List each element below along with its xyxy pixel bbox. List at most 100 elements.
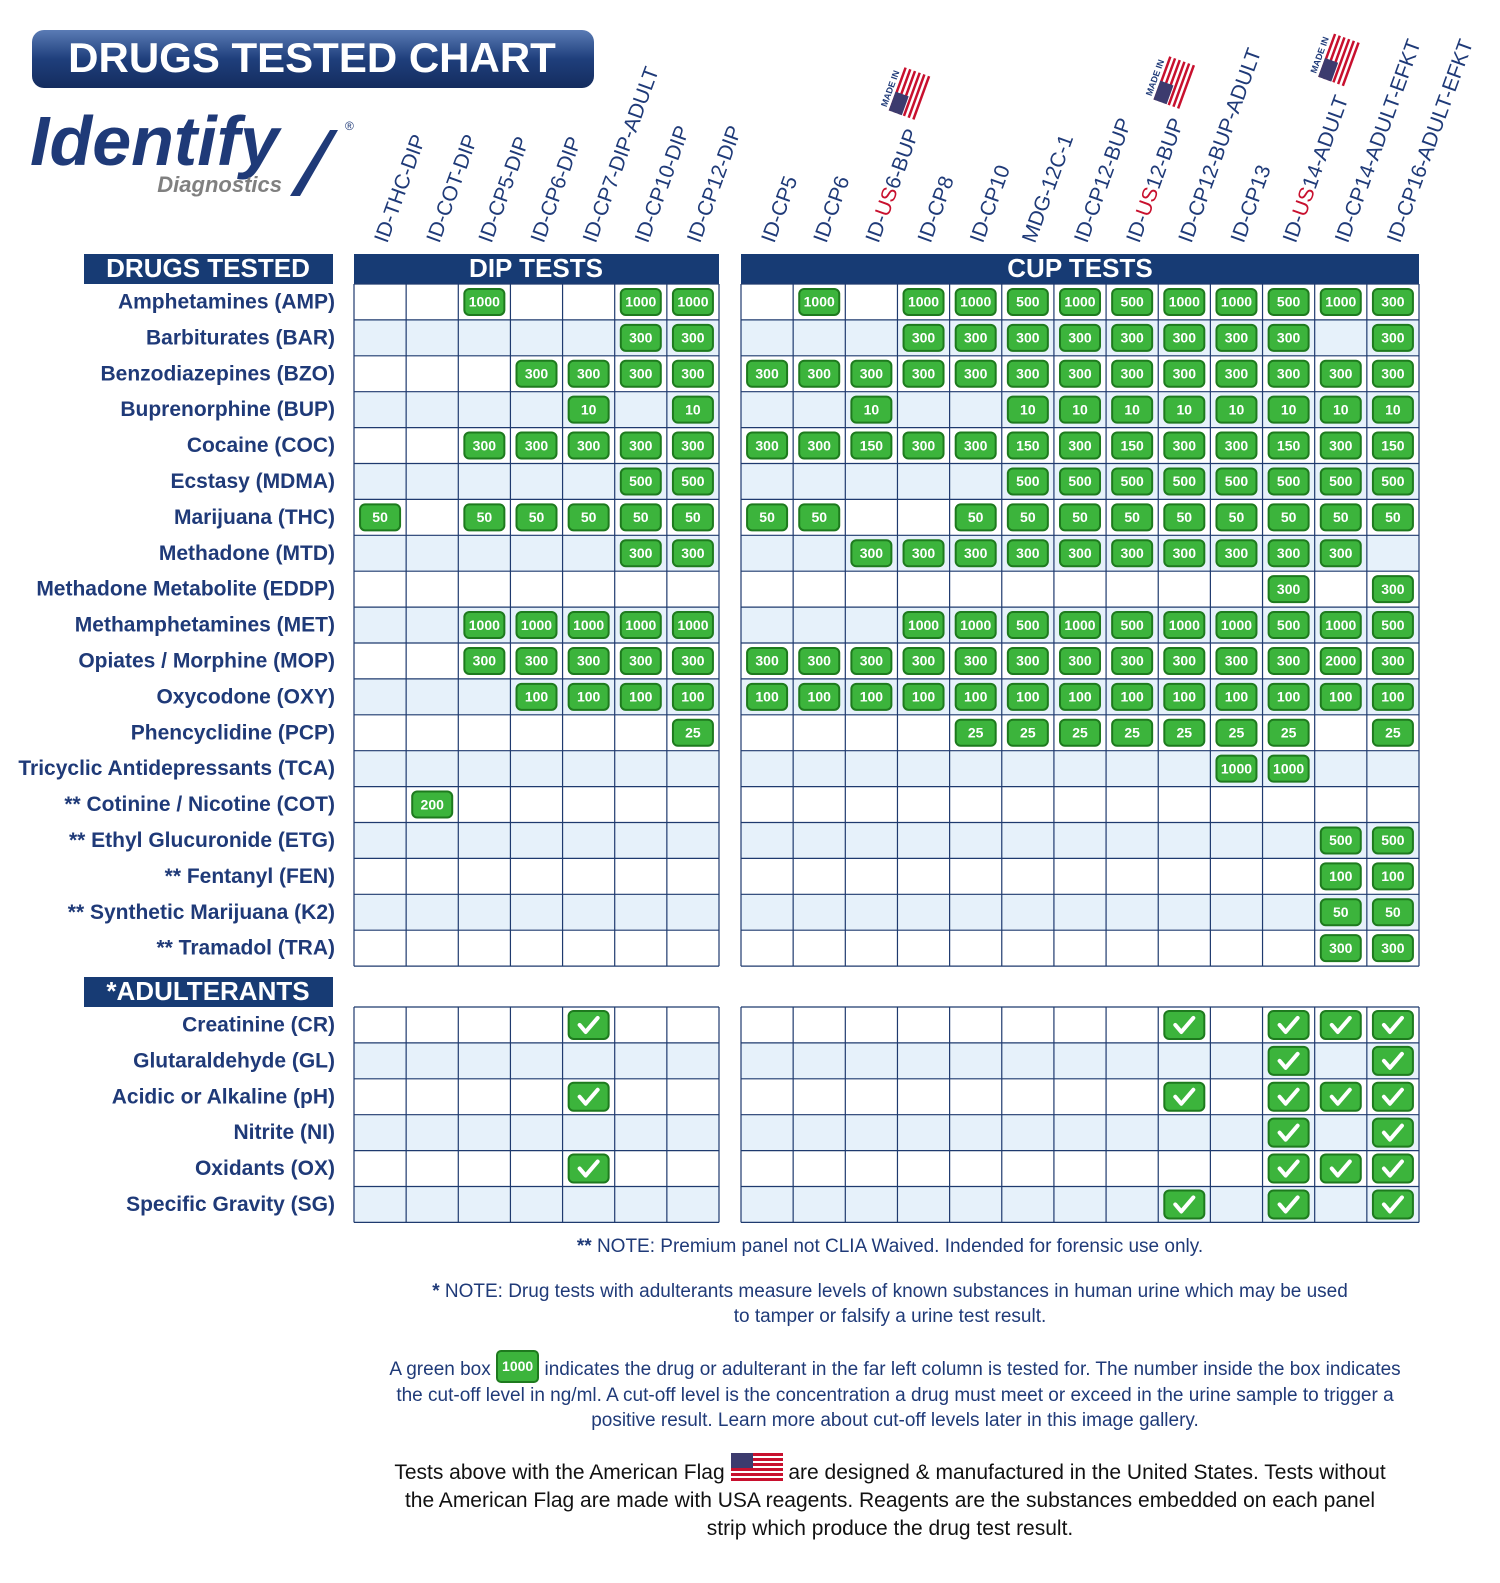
- column-label-part: 6-BUP: [881, 126, 924, 192]
- column-label-part: ID-CP6-DIP: [527, 134, 587, 246]
- check-box: [1163, 1009, 1206, 1040]
- cutoff-box: [671, 718, 714, 747]
- check-mark: [1381, 1159, 1404, 1178]
- cutoff-box: [1163, 431, 1206, 460]
- cutoff-box: [1267, 359, 1310, 388]
- row-band: [354, 1150, 719, 1187]
- row-band: [741, 1007, 1419, 1043]
- cutoff-value: 300: [681, 365, 705, 381]
- cutoff-box: [1163, 611, 1206, 640]
- made-in-flag: MADE IN: [1144, 56, 1196, 110]
- cutoff-box: [567, 611, 610, 640]
- cutoff-box: [902, 646, 945, 675]
- cutoff-value: 1000: [625, 294, 656, 310]
- cutoff-box: [671, 646, 714, 675]
- row-label: Methadone (MTD): [159, 542, 335, 565]
- column-label: ID-THC-DIP: [370, 132, 430, 246]
- cutoff-box: [1371, 934, 1414, 963]
- row-band: [354, 571, 719, 608]
- cutoff-value: 100: [755, 689, 779, 705]
- cutoff-box: [1215, 682, 1258, 711]
- cutoff-value: 50: [1333, 904, 1349, 920]
- cutoff-value: 300: [1120, 653, 1144, 669]
- check-mark: [1173, 1015, 1196, 1034]
- cutoff-box: [567, 431, 610, 460]
- cutoff-value: 50: [1385, 904, 1401, 920]
- flag-icon: [730, 1453, 783, 1483]
- cutoff-box: [619, 539, 662, 568]
- cutoff-value: 300: [964, 437, 988, 453]
- cutoff-value: 25: [1020, 724, 1036, 740]
- cutoff-value: 300: [1225, 653, 1249, 669]
- cutoff-box: [1267, 503, 1310, 532]
- cutoff-box: [902, 539, 945, 568]
- cutoff-value: 300: [577, 437, 601, 453]
- cutoff-value: 100: [1016, 689, 1040, 705]
- flag-canton: [1153, 80, 1174, 105]
- column-header: ID-CP13: [1227, 162, 1276, 246]
- check-box: [1267, 1009, 1310, 1040]
- row-label: Oxycodone (OXY): [156, 685, 335, 708]
- cutoff-box: [671, 611, 714, 640]
- made-in-flag: MADE IN: [879, 67, 931, 120]
- cutoff-value: 300: [1277, 581, 1301, 597]
- column-label: ID-CP10: [966, 162, 1015, 246]
- row-label: ** Ethyl Glucuronide (ETG): [69, 829, 335, 852]
- cutoff-value: 500: [1120, 617, 1144, 633]
- cutoff-value: 300: [525, 365, 549, 381]
- cutoff-box: [1111, 287, 1154, 316]
- cutoff-value: 300: [577, 653, 601, 669]
- cutoff-value: 300: [681, 545, 705, 561]
- cutoff-box: [463, 503, 506, 532]
- cutoff-box: [1319, 503, 1362, 532]
- adulterants-header-box: [84, 977, 333, 1007]
- check-box: [1319, 1009, 1362, 1040]
- cutoff-value: 300: [1016, 545, 1040, 561]
- cutoff-box: [798, 287, 841, 316]
- flag-stripe: [1167, 61, 1186, 106]
- cutoff-value: 10: [685, 401, 701, 417]
- cutoff-box: [1215, 718, 1258, 747]
- cutoff-value: 100: [1173, 689, 1197, 705]
- cutoff-box: [1319, 431, 1362, 460]
- cutoff-value: 300: [1120, 330, 1144, 346]
- sample-box: 1000: [496, 1350, 540, 1383]
- cutoff-box: [619, 682, 662, 711]
- cutoff-value: 300: [681, 437, 705, 453]
- row-band: [354, 714, 719, 751]
- cutoff-box: [1371, 826, 1414, 855]
- cutoff-value: 50: [581, 509, 597, 525]
- cutoff-box: [1267, 287, 1310, 316]
- column-label: ID-CP5: [757, 173, 802, 246]
- column-label-part: ID-CP8: [914, 173, 959, 246]
- check-mark: [1381, 1195, 1404, 1214]
- cutoff-box: [1059, 431, 1101, 460]
- cutoff-value: 300: [629, 653, 653, 669]
- cutoff-box: [1319, 862, 1362, 891]
- column-header: ID-CP5: [757, 173, 802, 246]
- cutoff-value: 500: [1225, 473, 1249, 489]
- cutoff-value: 300: [808, 365, 832, 381]
- column-label-part: ID-CP13: [1227, 162, 1276, 246]
- cutoff-box: [1059, 467, 1101, 496]
- made-in-flag: MADE IN: [1309, 33, 1361, 87]
- cutoff-value: 300: [1225, 545, 1249, 561]
- row-band: [354, 1186, 719, 1223]
- cutoff-box: [954, 287, 997, 316]
- cutoff-box: [954, 718, 997, 747]
- cutoff-value: 100: [1329, 689, 1353, 705]
- flag-canton: [888, 91, 909, 116]
- cutoff-box: [902, 682, 945, 711]
- cutoff-box: [1163, 718, 1206, 747]
- row-label: Tricyclic Antidepressants (TCA): [18, 757, 335, 780]
- check-box: [1267, 1189, 1310, 1220]
- cutoff-value: 1000: [1169, 294, 1200, 310]
- cutoff-box: [515, 682, 558, 711]
- cutoff-box: [850, 539, 893, 568]
- cutoff-value: 1000: [521, 617, 552, 633]
- cutoff-box: [1163, 682, 1206, 711]
- row-band: [741, 1078, 1419, 1115]
- cutoff-box: [1319, 682, 1362, 711]
- note-text: NOTE: Drug tests with adulterants measur…: [444, 1281, 1348, 1327]
